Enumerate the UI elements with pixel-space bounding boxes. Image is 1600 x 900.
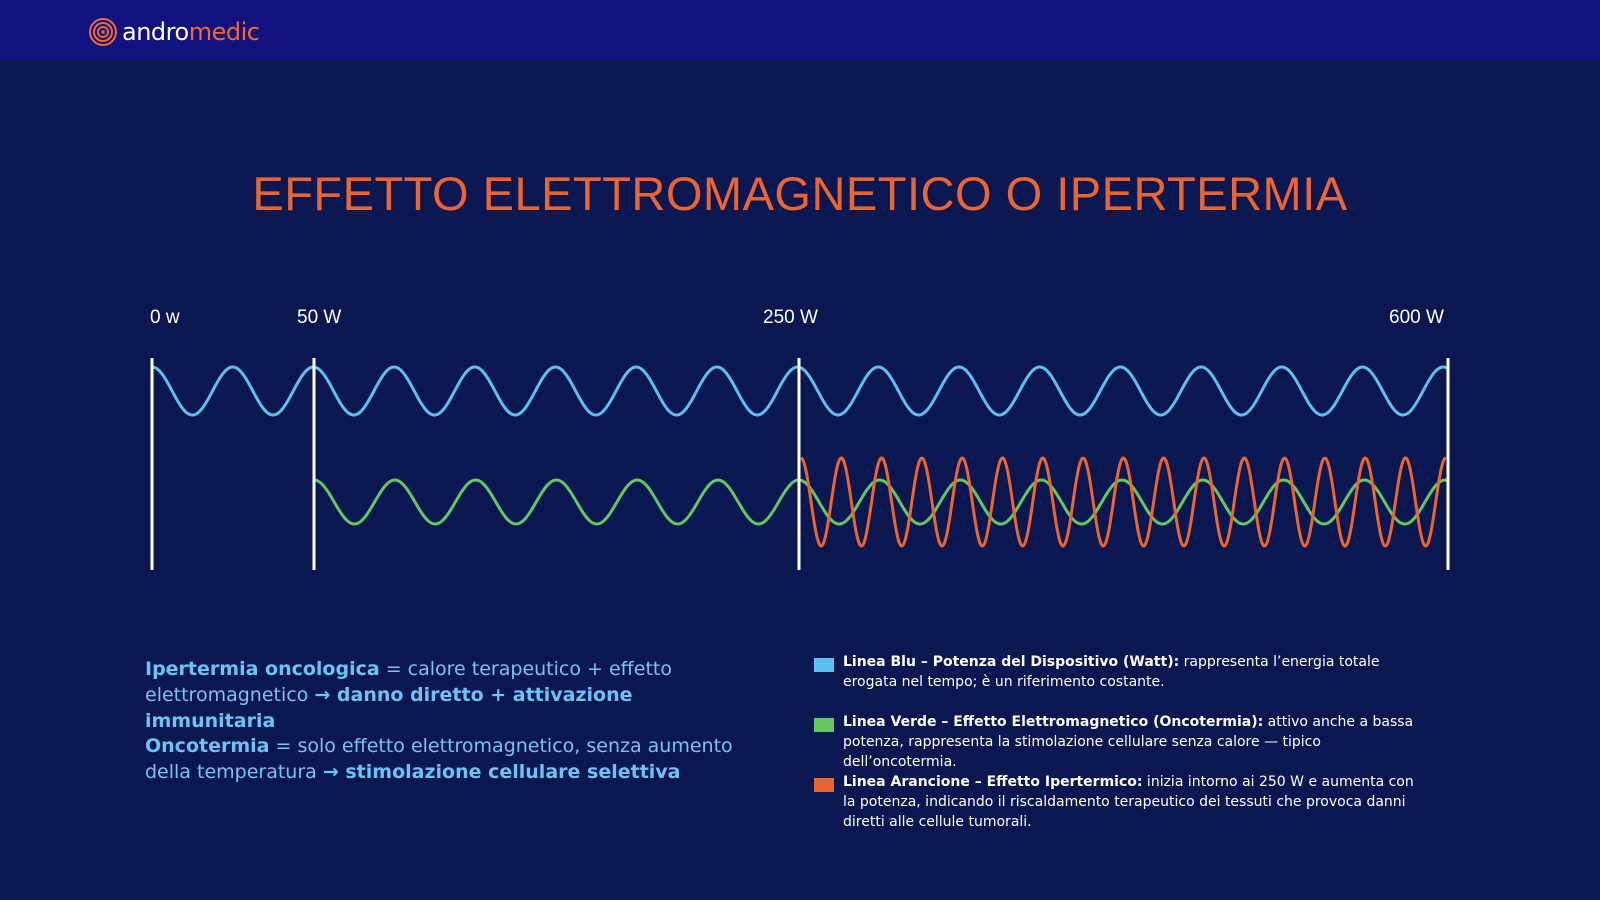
power-label-600w: 600 W [1389, 307, 1444, 328]
hyperthermia-desc: = calore terapeutico + effetto elettroma… [145, 658, 672, 706]
legend-orange-desc: inizia intorno ai 250 W e aumenta con la… [843, 774, 1414, 830]
oncothermia-result: stimolazione cellulare selettiva [338, 761, 681, 783]
legend-orange: Linea Arancione – Effetto Ipertermico: i… [814, 772, 1414, 832]
legend-swatch-orange [814, 778, 834, 792]
power-label-250w: 250 W [763, 307, 818, 328]
arrow-icon: → [314, 684, 331, 706]
oncothermia-desc: = solo effetto elettromagnetico, senza a… [145, 735, 733, 783]
arrow-icon: → [322, 761, 339, 783]
power-label-50w: 50 W [297, 307, 342, 328]
legend-green: Linea Verde – Effetto Elettromagnetico (… [814, 712, 1414, 772]
legend-blue: Linea Blu – Potenza del Dispositivo (Wat… [814, 652, 1414, 692]
legend-swatch-green [814, 718, 834, 732]
spiral-logo-icon [89, 18, 117, 46]
hyperthermia-definition: Ipertermia oncologica = calore terapeuti… [145, 656, 745, 734]
brand-name-part2: medic [188, 18, 260, 46]
green-electromagnetic-wave [313, 478, 1449, 526]
orange-hyperthermic-wave [800, 456, 1447, 548]
brand-name: andromedic [122, 18, 260, 46]
hyperthermia-result: danno diretto + attivazione immunitaria [145, 684, 633, 732]
legend-green-desc: attivo anche a bassa potenza, rappresent… [843, 714, 1414, 770]
top-bar: andromedic [0, 0, 1600, 60]
legend-blue-title: Linea Blu – Potenza del Dispositivo (Wat… [843, 654, 1180, 670]
oncothermia-term: Oncotermia [145, 735, 270, 757]
oncothermia-definition: Oncotermia = solo effetto elettromagneti… [145, 733, 745, 785]
hyperthermia-term: Ipertermia oncologica [145, 658, 380, 680]
page-title: EFFETTO ELETTROMAGNETICO O IPERTERMIA [252, 167, 1348, 220]
legend-green-title: Linea Verde – Effetto Elettromagnetico (… [843, 714, 1264, 730]
brand-logo[interactable]: andromedic [88, 16, 260, 48]
brand-name-part1: andro [122, 18, 189, 46]
legend-swatch-blue [814, 658, 834, 672]
legend-orange-title: Linea Arancione – Effetto Ipertermico: [843, 774, 1143, 790]
legend-blue-desc: rappresenta l’energia totale erogata nel… [843, 654, 1380, 690]
power-label-0w: 0 w [150, 307, 180, 328]
